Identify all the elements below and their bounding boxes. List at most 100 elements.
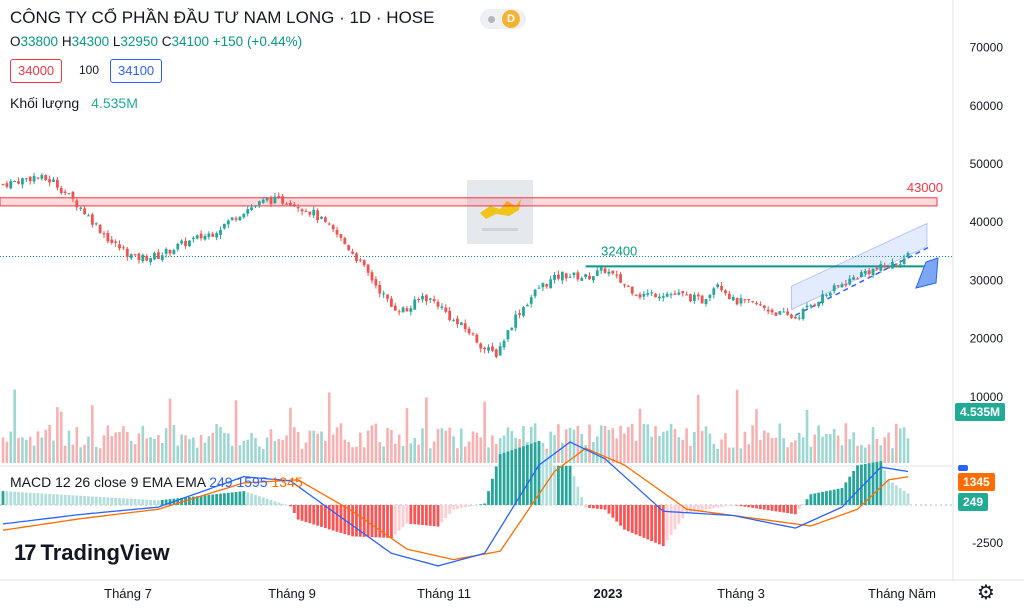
candle-body	[44, 175, 48, 180]
buy-button[interactable]: 34100	[110, 59, 163, 83]
volume-bar	[56, 407, 59, 463]
volume-bar	[681, 439, 685, 463]
macd-histogram-bar	[856, 465, 859, 505]
candle-body	[289, 202, 292, 206]
macd-pane	[0, 440, 953, 567]
volume-bar	[137, 433, 141, 463]
macd-histogram-bar	[79, 495, 83, 505]
macd-histogram-bar	[595, 505, 599, 509]
volume-bar	[254, 438, 257, 463]
macd-histogram-bar	[52, 494, 55, 505]
macd-histogram-bar	[238, 491, 242, 505]
candle-body	[782, 311, 786, 313]
candle-body	[456, 318, 459, 325]
macd-histogram-bar	[265, 498, 269, 505]
macd-histogram-bar	[883, 470, 887, 505]
candle-body	[677, 292, 681, 295]
macd-histogram-bar	[448, 505, 452, 514]
macd-histogram-bar	[122, 498, 125, 505]
candle-body	[584, 274, 588, 278]
candle-body	[168, 249, 172, 254]
macd-histogram-bar	[257, 496, 261, 505]
macd-histogram-bar	[774, 505, 778, 512]
macd-histogram-bar	[452, 505, 455, 510]
volume-bar	[599, 425, 603, 463]
volume-bar	[510, 431, 514, 463]
volume-bar	[32, 445, 36, 463]
change-value: +150 (+0.44%)	[212, 34, 303, 49]
volume-bar	[720, 439, 723, 463]
tradingview-logo[interactable]: 17 TradingView	[14, 540, 170, 565]
volume-bar	[230, 445, 234, 463]
candle-body	[498, 346, 502, 356]
macd-histogram-bar	[242, 491, 246, 505]
macd-histogram-bar	[739, 505, 743, 507]
macd-histogram-bar	[215, 494, 219, 505]
volume-tag: 4.535M	[955, 403, 1006, 421]
macd-histogram-bar	[541, 447, 545, 505]
volume-legend[interactable]: Khối lượng 4.535M	[10, 95, 138, 111]
volume-bar	[211, 432, 215, 463]
macd-histogram-bar	[13, 491, 17, 505]
macd-histogram-bar	[704, 505, 708, 510]
candle-body	[409, 308, 413, 312]
candle-body	[793, 317, 797, 319]
volume-bar	[448, 427, 451, 463]
candle-body	[242, 213, 246, 218]
candle-body	[265, 198, 269, 201]
macd-histogram-bar	[234, 491, 238, 505]
macd-histogram-bar	[867, 463, 871, 505]
macd-histogram-bar	[906, 493, 910, 505]
time-tick-label: Tháng 11	[417, 586, 471, 601]
macd-legend[interactable]: MACD 12 26 close 9 EMA EMA 249 1595 1345	[10, 474, 303, 490]
macd-histogram-bar	[94, 496, 98, 505]
candle-body	[75, 200, 79, 208]
macd-histogram-bar	[692, 505, 696, 512]
candle-body	[553, 274, 556, 280]
macd-histogram-bar	[401, 505, 405, 528]
symbol-title[interactable]: CÔNG TY CỔ PHẦN ĐẦU TƯ NAM LONG · 1D · H…	[10, 8, 435, 27]
interval-badge[interactable]: D	[480, 9, 526, 29]
volume-bar	[883, 437, 886, 463]
macd-histogram-bar	[118, 498, 121, 505]
candle-body	[347, 245, 351, 251]
candle-body	[17, 181, 20, 184]
volume-bar	[339, 423, 343, 463]
macd-histogram-bar	[98, 496, 102, 505]
macd-histogram-bar	[347, 505, 351, 536]
macd-histogram-bar	[825, 491, 828, 505]
settings-gear-icon[interactable]: ⚙	[977, 582, 995, 604]
candle-body	[63, 191, 67, 194]
candle-body	[887, 267, 890, 269]
volume-bar	[153, 438, 156, 463]
candle-body	[188, 240, 191, 247]
volume-bar	[285, 435, 288, 463]
volume-bar	[393, 443, 397, 463]
macd-histogram-bar	[634, 505, 638, 535]
macd-line-value: 1595	[236, 474, 268, 490]
macd-histogram-bar	[506, 451, 510, 505]
volume-bar	[580, 433, 584, 463]
candle-body	[494, 349, 498, 357]
candle-body	[588, 275, 591, 280]
macd-histogram-bar	[55, 494, 59, 505]
macd-histogram-bar	[459, 505, 463, 509]
macd-histogram-bar	[797, 505, 801, 510]
volume-bar	[829, 434, 832, 463]
volume-bar	[825, 433, 828, 463]
candle-body	[296, 207, 300, 209]
macd-histogram-bar	[514, 448, 518, 505]
candle-body	[479, 343, 483, 349]
candle-body	[541, 283, 545, 288]
volume-bar	[774, 437, 778, 463]
candle-body	[24, 178, 28, 180]
volume-bar	[21, 437, 24, 463]
volume-bar	[689, 445, 692, 463]
candle-body	[32, 175, 36, 182]
macd-histogram-bar	[475, 505, 479, 506]
macd-histogram-bar	[191, 496, 195, 505]
macd-histogram-bar	[793, 505, 797, 515]
volume-bar	[296, 431, 300, 463]
sell-button[interactable]: 34000	[10, 59, 63, 83]
